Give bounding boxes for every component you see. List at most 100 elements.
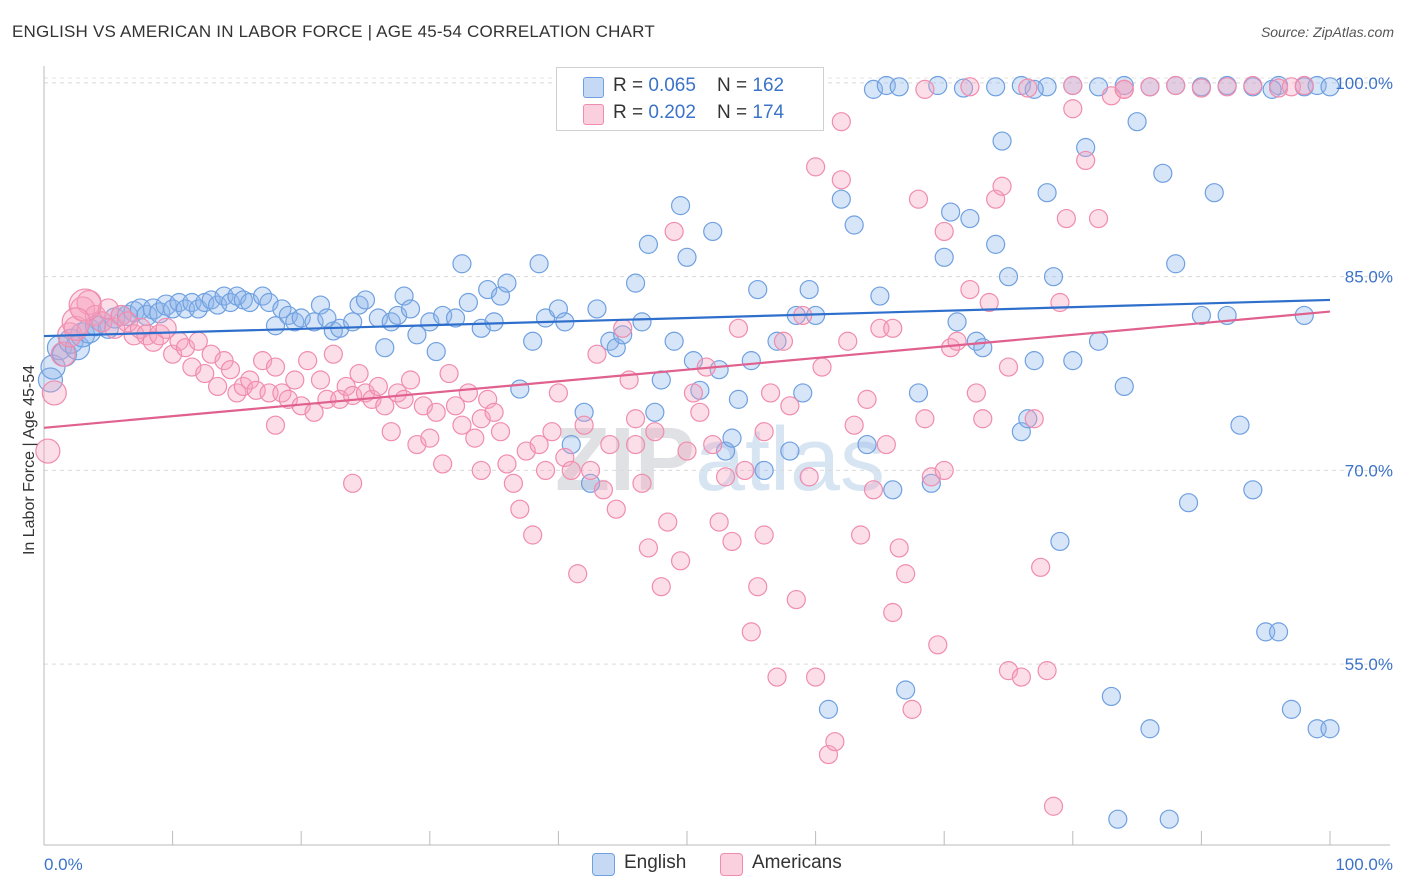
english-point — [677, 247, 697, 267]
americans-point — [420, 428, 440, 448]
americans-point — [831, 112, 851, 132]
english-point — [1101, 686, 1121, 707]
americans-trend-line — [43, 310, 1331, 429]
americans-point — [658, 512, 678, 532]
english-point — [458, 292, 478, 313]
americans-point — [68, 288, 102, 322]
americans-point — [394, 389, 414, 409]
english-point — [986, 77, 1006, 97]
americans-point — [754, 525, 774, 545]
english-point — [625, 273, 646, 293]
americans-point — [439, 363, 459, 384]
english-point — [992, 131, 1012, 151]
english-point — [818, 699, 839, 719]
americans-point — [381, 422, 401, 442]
americans-point — [979, 292, 999, 313]
y-tick-label-0: 55.0% — [1345, 655, 1393, 674]
english-point — [1243, 480, 1263, 500]
english-point — [1037, 183, 1057, 203]
americans-point — [780, 396, 800, 416]
r-value-english: 0.065 — [648, 75, 696, 96]
english-point — [941, 202, 961, 222]
americans-point — [568, 564, 588, 584]
english-point — [921, 473, 941, 493]
english-point — [986, 234, 1006, 254]
americans-point — [812, 357, 832, 377]
americans-point — [645, 422, 665, 442]
americans-point — [838, 331, 858, 351]
americans-legend-label: Americans — [752, 852, 842, 873]
chart-source: Source: ZipAtlas.com — [1260, 24, 1394, 40]
english-point — [645, 402, 665, 422]
english-point — [1043, 267, 1064, 287]
english-point — [1178, 493, 1199, 513]
americans-point — [298, 351, 318, 371]
english-point — [445, 308, 466, 328]
americans-point — [510, 499, 530, 519]
english-point — [1018, 409, 1038, 429]
americans-point — [728, 318, 749, 338]
english-point — [1262, 79, 1282, 99]
english-point — [1159, 809, 1179, 829]
americans-point — [664, 221, 684, 242]
english-point — [1127, 112, 1147, 132]
americans-point — [503, 473, 523, 493]
americans-point — [934, 460, 954, 481]
english-point — [510, 379, 530, 399]
english-point — [1230, 415, 1250, 435]
english-point — [664, 331, 684, 351]
trend-lines — [43, 298, 1331, 429]
axes — [43, 66, 1390, 846]
americans-point — [1166, 75, 1186, 96]
english-point — [896, 680, 916, 700]
english-point — [889, 77, 909, 97]
english-point — [1024, 79, 1044, 99]
english-point — [400, 299, 421, 319]
americans-point — [433, 454, 453, 474]
americans-point — [91, 311, 113, 333]
english-point — [1050, 531, 1070, 552]
english-point — [767, 331, 787, 351]
americans-point — [400, 370, 421, 390]
americans-point — [670, 551, 691, 571]
americans-point — [767, 667, 787, 687]
english-point — [638, 234, 659, 254]
americans-point — [748, 577, 768, 597]
americans-point — [709, 512, 729, 532]
americans-point — [1076, 150, 1096, 171]
english-trend-line — [43, 298, 1331, 338]
english-point — [201, 290, 221, 310]
americans-point — [1088, 208, 1109, 229]
english-point — [523, 331, 543, 351]
y-tick-label-3: 100.0% — [1335, 74, 1393, 93]
english-point — [748, 279, 768, 300]
americans-point — [1217, 77, 1237, 97]
americans-point — [1031, 557, 1051, 577]
americans-point — [1243, 75, 1263, 96]
english-point — [291, 308, 311, 328]
americans-point — [574, 415, 594, 435]
americans-point — [587, 344, 607, 364]
english-point — [947, 312, 967, 332]
english-point — [844, 215, 864, 235]
americans-point — [606, 499, 626, 519]
americans-point — [349, 363, 369, 384]
english-point — [632, 312, 652, 332]
americans-point — [110, 304, 132, 327]
english-point — [722, 428, 742, 448]
americans-point — [851, 525, 871, 545]
english-point — [116, 304, 139, 327]
english-point — [1108, 809, 1128, 829]
americans-point — [638, 538, 659, 558]
english-point — [953, 78, 974, 98]
english-point — [613, 325, 633, 345]
americans-point — [265, 357, 286, 377]
english-point — [780, 441, 800, 461]
americans-point — [580, 460, 601, 481]
english-point — [484, 312, 504, 332]
english-legend-label: English — [624, 852, 687, 873]
americans-point — [529, 434, 549, 455]
english-point — [908, 383, 929, 403]
english-point — [1204, 183, 1224, 203]
